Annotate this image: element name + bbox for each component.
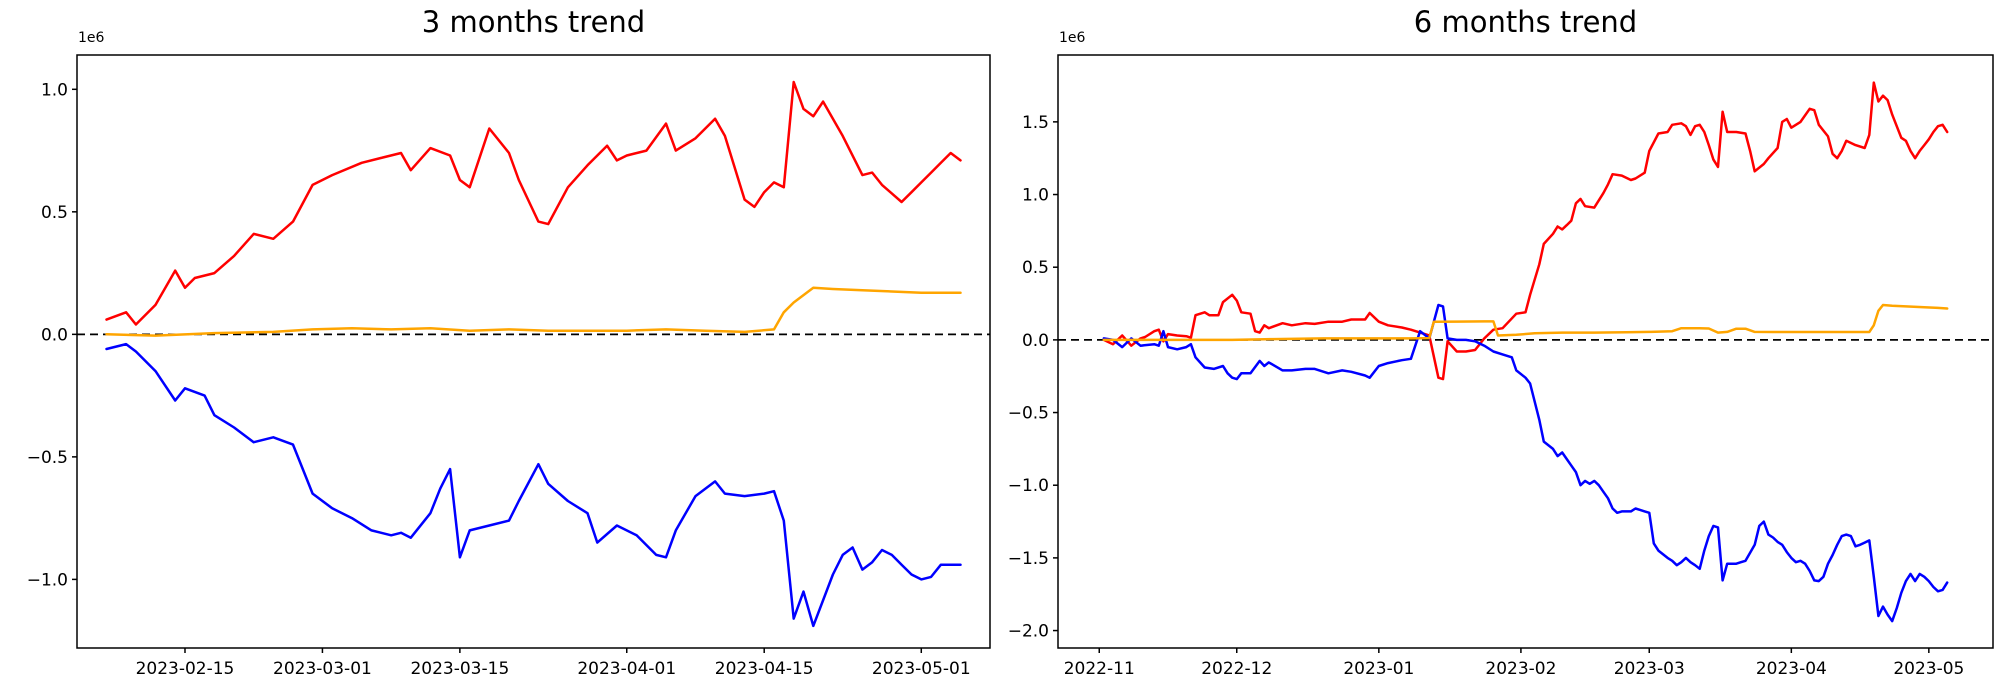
three-months-x-axis: 2023-02-15 2023-03-01 2023-03-15 2023-04-01… [136,648,971,679]
six-months-y-axis: −2.0 −1.5 −1.0 −0.5 0.0 0.5 1.0 1.5 [1008,113,1058,642]
six-months-x-tick-label: 2023-05 [1893,659,1964,679]
six-months-y-tick-label: 1.0 [1022,186,1049,206]
three-months-series-blue [105,342,962,628]
three-months-x-tick-label: 2023-04-15 [715,659,814,679]
six-months-series-red [1102,81,1949,381]
three-months-x-tick-label: 2023-02-15 [136,659,235,679]
six-months-y-tick-label: 1.5 [1022,113,1049,133]
three-months-y-tick-label: 0.5 [41,203,68,223]
six-months-y-tick-label: −0.5 [1008,404,1049,424]
three-months-series-red [105,80,962,326]
six-months-plot-border [1057,54,1994,649]
six-months-x-tick-label: 2023-04 [1756,659,1827,679]
six-months-series-blue [1102,303,1949,623]
six-months-x-tick-label: 2023-03 [1614,659,1685,679]
six-months-y-tick-label: −1.5 [1008,549,1049,569]
left-axis-offset-text: 1e6 [78,30,105,46]
six-months-x-tick-label: 2023-02 [1485,659,1556,679]
three-months-y-tick-label: −0.5 [27,448,68,468]
three-months-y-tick-label: 0.0 [41,325,68,345]
three-months-plot-border [76,54,991,649]
six-months-series-orange [1102,303,1949,342]
six-months-y-tick-label: 0.5 [1022,258,1049,278]
right-chart-title: 6 months trend [1413,5,1638,39]
three-months-x-tick-label: 2023-05-01 [872,659,971,679]
three-months-x-tick-label: 2023-04-01 [577,659,676,679]
six-months-x-tick-label: 2022-12 [1201,659,1272,679]
six-months-chart: 2022-11 2022-12 2023-01 2023-02 2023-03 2023-… [1008,54,1994,679]
three-months-chart: 2023-02-15 2023-03-01 2023-03-15 2023-04-01… [27,54,991,679]
three-months-y-tick-label: 1.0 [41,80,68,100]
six-months-x-tick-label: 2022-11 [1064,659,1135,679]
three-months-x-tick-label: 2023-03-01 [273,659,372,679]
three-months-x-tick-label: 2023-03-15 [410,659,509,679]
six-months-y-tick-label: −2.0 [1008,622,1049,642]
three-months-y-tick-label: −1.0 [27,570,68,590]
three-months-series-orange [105,286,962,337]
right-axis-offset-text: 1e6 [1059,30,1086,46]
six-months-y-tick-label: −1.0 [1008,476,1049,496]
left-chart-title: 3 months trend [421,5,646,39]
six-months-x-axis: 2022-11 2022-12 2023-01 2023-02 2023-03 2023-… [1064,648,1964,679]
six-months-x-tick-label: 2023-01 [1343,659,1414,679]
six-months-y-tick-label: 0.0 [1022,331,1049,351]
three-months-y-axis: −1.0 −0.5 0.0 0.5 1.0 [27,80,77,590]
